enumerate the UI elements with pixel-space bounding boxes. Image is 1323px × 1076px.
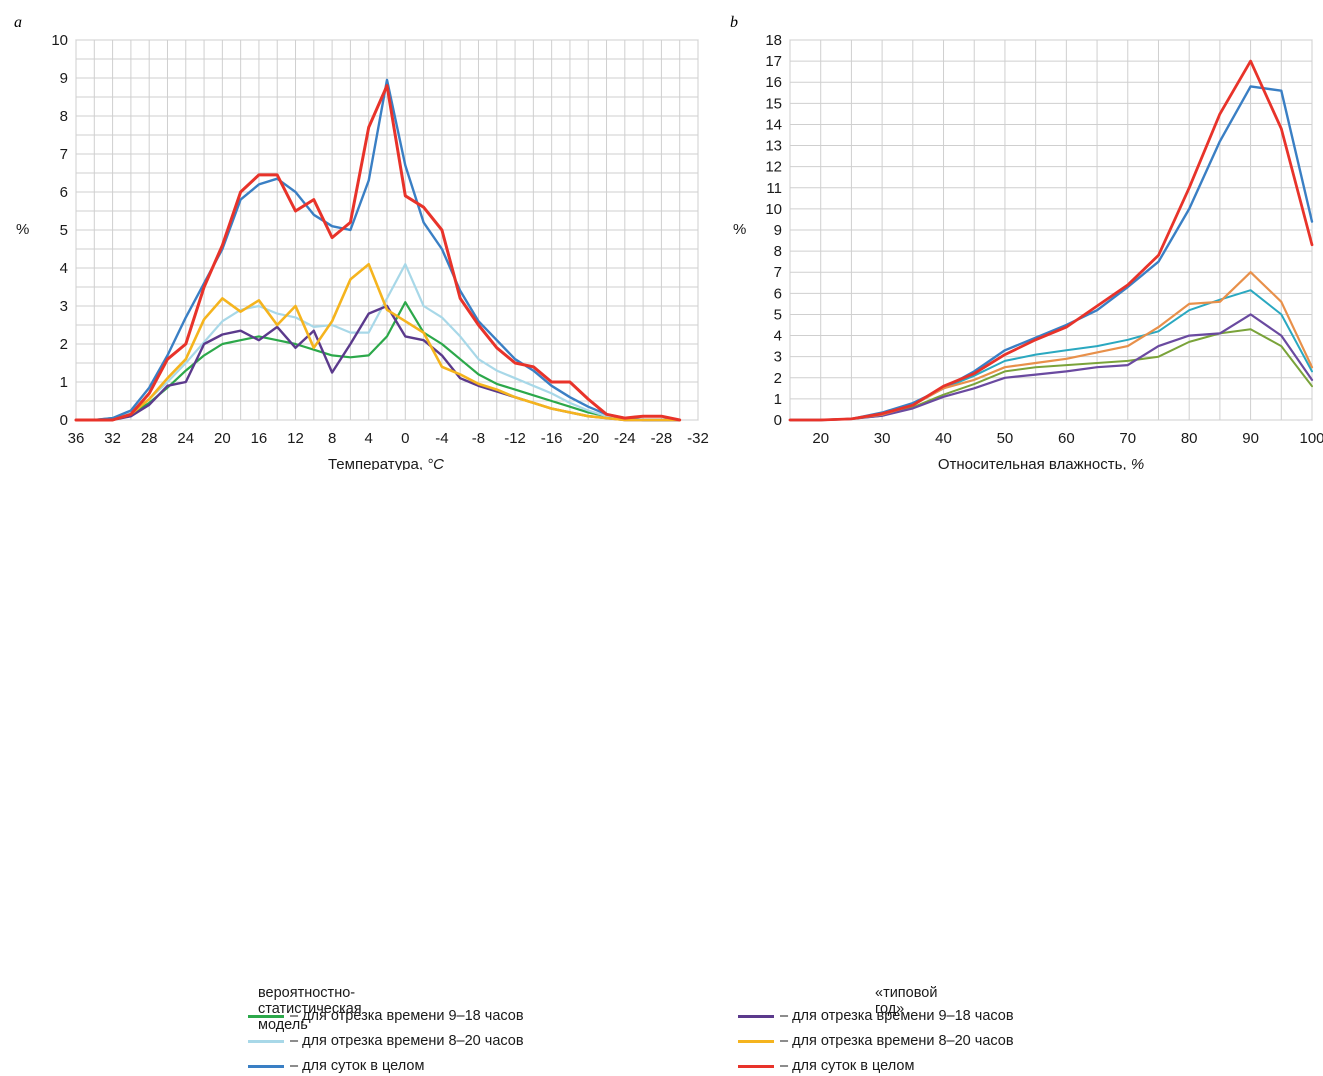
x-tick-label: 36 — [68, 430, 85, 447]
legend-item: – для отрезка времени 8–20 часов — [738, 1031, 1014, 1051]
chart-b-ylabel: % — [733, 221, 746, 238]
legend-swatch — [738, 1064, 774, 1068]
x-tick-label: 100 — [1299, 430, 1323, 447]
x-tick-label: 40 — [935, 430, 952, 447]
x-tick-label: -16 — [541, 430, 563, 447]
legend-swatch — [738, 1039, 774, 1043]
y-tick-label: 7 — [60, 146, 68, 163]
y-tick-label: 18 — [765, 32, 782, 49]
x-tick-label: -12 — [504, 430, 526, 447]
y-tick-label: 1 — [60, 374, 68, 391]
x-tick-label: 24 — [177, 430, 194, 447]
x-tick-label: 4 — [365, 430, 373, 447]
x-tick-label: 32 — [104, 430, 121, 447]
x-tick-label: -8 — [472, 430, 485, 447]
x-tick-label: 90 — [1242, 430, 1259, 447]
y-tick-label: 0 — [774, 412, 782, 429]
y-tick-label: 11 — [766, 180, 782, 197]
legend-label: – для отрезка времени 8–20 часов — [780, 1033, 1014, 1049]
x-tick-label: 30 — [874, 430, 891, 447]
series-line-5 — [74, 262, 682, 422]
y-tick-label: 2 — [60, 336, 68, 353]
panel-letter-b: b — [730, 14, 738, 31]
chart-b-series — [788, 59, 1314, 422]
legend-label: – для отрезка времени 9–18 часов — [290, 1008, 524, 1024]
chart-a-grid — [75, 39, 699, 421]
x-tick-label: 20 — [812, 430, 829, 447]
x-tick-label: 8 — [328, 430, 336, 447]
series-line-6 — [788, 59, 1314, 422]
x-tick-label: 70 — [1119, 430, 1136, 447]
chart-a-x-ticks: 36 32 28 24 20 16 12 8 4 0 -4 -8 -12 -16 -20 -24 -28 -32 — [68, 430, 709, 447]
y-tick-label: 0 — [60, 412, 68, 429]
y-tick-label: 13 — [765, 138, 782, 155]
x-tick-label: 12 — [287, 430, 304, 447]
y-tick-label: 10 — [51, 32, 68, 49]
chart-b-xlabel: Относительная влажность, % — [938, 456, 1144, 470]
x-tick-label: 60 — [1058, 430, 1075, 447]
y-tick-label: 3 — [774, 349, 782, 366]
chart-a-xlabel: Температура, °C — [328, 456, 444, 470]
y-tick-label: 9 — [60, 70, 68, 87]
legend-item: – для суток в целом — [738, 1056, 914, 1076]
x-tick-label: -4 — [435, 430, 448, 447]
figure: a 36 32 28 24 20 16 12 8 4 0 -4 -8 -12 -16 -20 -24 -28 -3… — [14, 14, 1323, 1074]
y-tick-label: 5 — [60, 222, 68, 239]
legend-label: – для суток в целом — [290, 1058, 425, 1074]
y-tick-label: 4 — [774, 328, 782, 345]
chart-panel-b: b 20 30 40 50 60 70 80 90 100 012345678910111213… — [730, 14, 1323, 473]
chart-a-y-ticks: 0 1 2 3 4 5 6 7 8 9 10 — [51, 32, 68, 429]
y-tick-label: 7 — [774, 264, 782, 281]
y-tick-label: 12 — [765, 159, 782, 176]
y-tick-label: 1 — [774, 391, 782, 408]
y-tick-label: 16 — [765, 74, 782, 91]
y-tick-label: 9 — [774, 222, 782, 239]
legend-item: – для отрезка времени 9–18 часов — [738, 1006, 1014, 1026]
x-tick-label: -32 — [687, 430, 709, 447]
x-tick-label: 80 — [1181, 430, 1198, 447]
y-tick-label: 15 — [765, 95, 782, 112]
x-tick-label: 28 — [141, 430, 158, 447]
y-tick-label: 6 — [60, 184, 68, 201]
legend-label: – для отрезка времени 8–20 часов — [290, 1033, 524, 1049]
legend-swatch — [248, 1014, 284, 1018]
x-tick-label: -28 — [651, 430, 673, 447]
chart-a-series — [74, 78, 682, 422]
panel-letter-a: a — [14, 14, 22, 31]
x-tick-label: 50 — [997, 430, 1014, 447]
chart-a-ylabel: % — [16, 221, 29, 238]
x-tick-label: -20 — [577, 430, 599, 447]
legend-swatch — [248, 1064, 284, 1068]
series-line-6 — [74, 84, 682, 422]
charts-svg: a 36 32 28 24 20 16 12 8 4 0 -4 -8 -12 -16 -20 -24 -28 -3… — [14, 14, 1323, 473]
y-tick-label: 6 — [774, 285, 782, 302]
legend-swatch — [738, 1014, 774, 1018]
y-tick-label: 8 — [774, 243, 782, 260]
legend-item: – для отрезка времени 9–18 часов — [248, 1006, 524, 1026]
x-tick-label: 16 — [251, 430, 268, 447]
series-line-2 — [74, 263, 681, 422]
chart-b-x-ticks: 20 30 40 50 60 70 80 90 100 — [812, 430, 1323, 447]
series-line-3 — [74, 78, 681, 422]
y-tick-label: 14 — [765, 116, 782, 133]
legend-label: – для отрезка времени 9–18 часов — [780, 1008, 1014, 1024]
y-tick-label: 2 — [774, 370, 782, 387]
x-tick-label: 20 — [214, 430, 231, 447]
y-tick-label: 10 — [765, 201, 782, 218]
chart-panel-a: a 36 32 28 24 20 16 12 8 4 0 -4 -8 -12 -16 -20 -24 -28 -3… — [14, 14, 709, 473]
y-tick-label: 17 — [765, 53, 782, 70]
y-tick-label: 5 — [774, 306, 782, 323]
x-tick-label: 0 — [401, 430, 409, 447]
chart-b-grid — [789, 39, 1313, 421]
x-tick-label: -24 — [614, 430, 636, 447]
series-line-1 — [74, 301, 681, 422]
legend-label: – для суток в целом — [780, 1058, 915, 1074]
legend-item: – для суток в целом — [248, 1056, 424, 1076]
y-tick-label: 3 — [60, 298, 68, 315]
y-tick-label: 4 — [60, 260, 68, 277]
y-tick-label: 8 — [60, 108, 68, 125]
legend-swatch — [248, 1039, 284, 1043]
legend-item: – для отрезка времени 8–20 часов — [248, 1031, 524, 1051]
